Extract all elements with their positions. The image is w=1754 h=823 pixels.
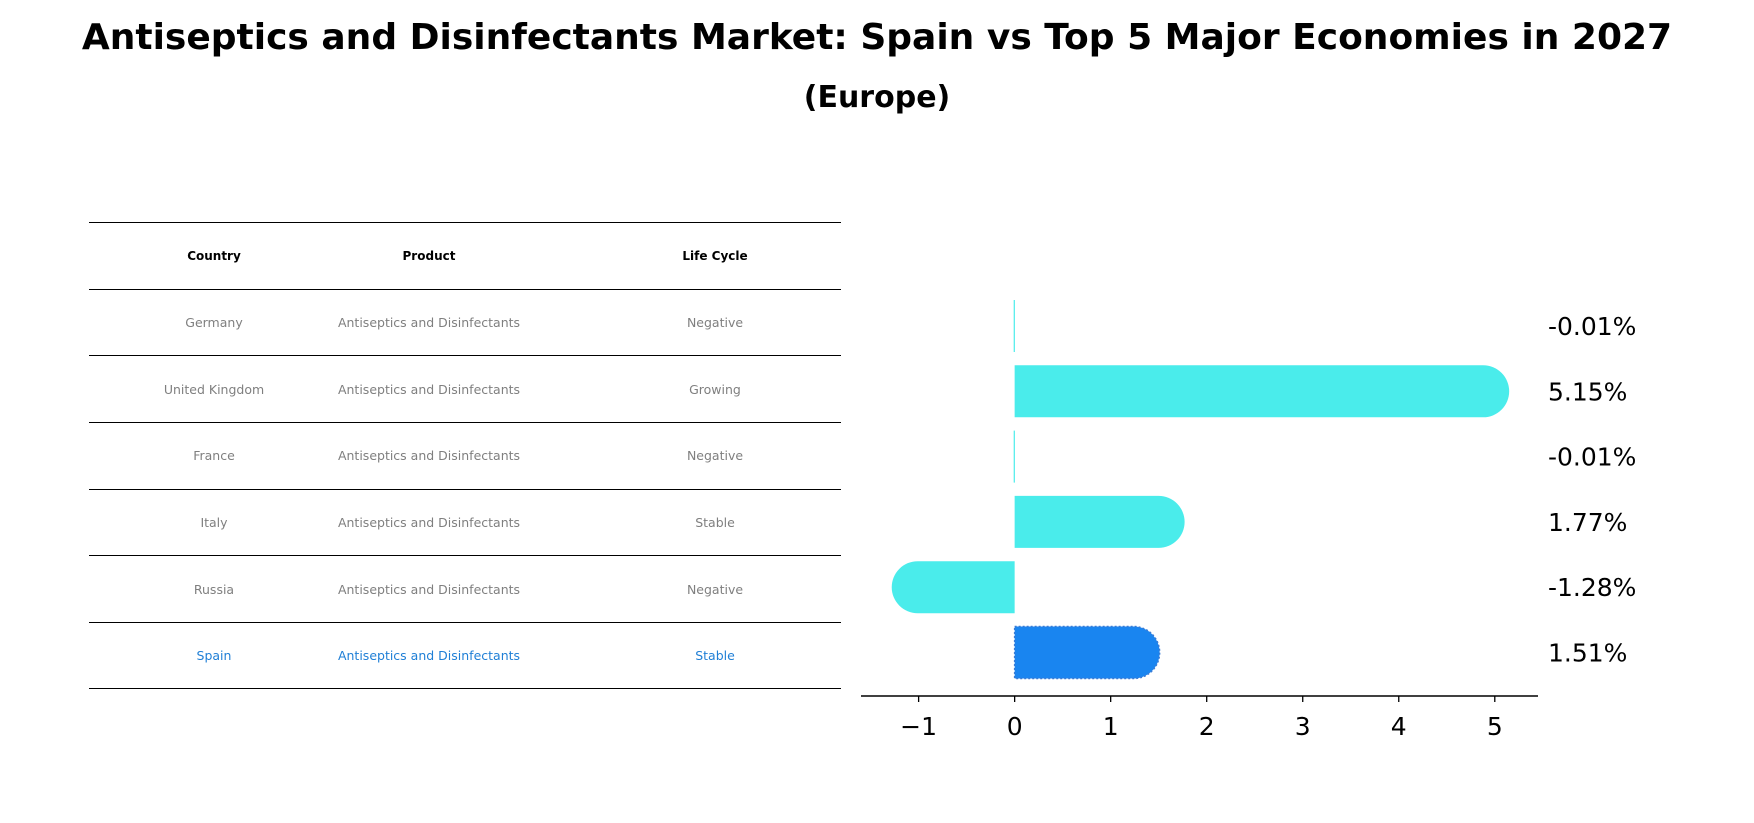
value-label: -0.01% xyxy=(1548,443,1636,472)
cell-life-cycle: Negative xyxy=(686,581,744,597)
value-label: -0.01% xyxy=(1548,312,1636,341)
cell-country: Spain xyxy=(196,647,232,663)
cell-product: Antiseptics and Disinfectants xyxy=(337,315,521,331)
cell-country: Italy xyxy=(200,515,228,531)
cell-life-cycle: Stable xyxy=(695,647,735,663)
cell-product: Antiseptics and Disinfectants xyxy=(337,647,521,663)
x-tick-label: 0 xyxy=(1007,712,1023,741)
table-header-row: Country Product Life Cycle xyxy=(89,222,841,289)
cell-life-cycle: Growing xyxy=(689,381,741,397)
bar-france xyxy=(1013,430,1015,483)
value-label: -1.28% xyxy=(1548,573,1636,602)
x-tick-label: 1 xyxy=(1103,712,1119,741)
x-tick-label: −1 xyxy=(900,712,937,741)
x-tick-label: 3 xyxy=(1295,712,1311,741)
cell-country: Germany xyxy=(185,315,243,331)
value-label: 1.77% xyxy=(1548,508,1627,537)
table-row: Russia Antiseptics and Disinfectants Neg… xyxy=(89,555,841,622)
bar-germany xyxy=(1013,300,1015,352)
cell-product: Antiseptics and Disinfectants xyxy=(337,581,521,597)
cell-country: United Kingdom xyxy=(163,381,265,397)
chart-subtitle: (Europe) xyxy=(803,80,951,115)
header-product: Product xyxy=(402,248,456,263)
x-tick-label: 2 xyxy=(1199,712,1215,741)
chart-title: Antiseptics and Disinfectants Market: Sp… xyxy=(81,17,1673,58)
table-row: Germany Antiseptics and Disinfectants Ne… xyxy=(89,288,841,356)
bar-spain xyxy=(1013,625,1161,680)
table-row: France Antiseptics and Disinfectants Neg… xyxy=(89,422,841,489)
header-life-cycle: Life Cycle xyxy=(682,248,748,263)
cell-country: France xyxy=(193,448,235,464)
table-row-highlight: Spain Antiseptics and Disinfectants Stab… xyxy=(89,622,841,689)
cell-product: Antiseptics and Disinfectants xyxy=(337,448,521,464)
header-country: Country xyxy=(187,248,241,263)
bar-russia xyxy=(891,561,1015,614)
cell-life-cycle: Stable xyxy=(695,515,735,531)
cell-product: Antiseptics and Disinfectants xyxy=(337,515,521,531)
cell-life-cycle: Negative xyxy=(686,315,744,331)
value-label: 1.51% xyxy=(1548,639,1627,668)
bar-united-kingdom xyxy=(1014,365,1510,418)
table-row: United Kingdom Antiseptics and Disinfect… xyxy=(89,355,841,422)
cell-product: Antiseptics and Disinfectants xyxy=(337,381,521,397)
cell-country: Russia xyxy=(193,581,235,597)
value-label: 5.15% xyxy=(1548,377,1627,406)
cell-life-cycle: Negative xyxy=(686,448,744,464)
table-row: Italy Antiseptics and Disinfectants Stab… xyxy=(89,488,841,556)
x-tick-label: 5 xyxy=(1487,712,1503,741)
x-tick-label: 4 xyxy=(1391,712,1407,741)
comparison-table: Country Product Life Cycle Germany Antis… xyxy=(89,222,841,689)
bar-italy xyxy=(1014,495,1185,548)
